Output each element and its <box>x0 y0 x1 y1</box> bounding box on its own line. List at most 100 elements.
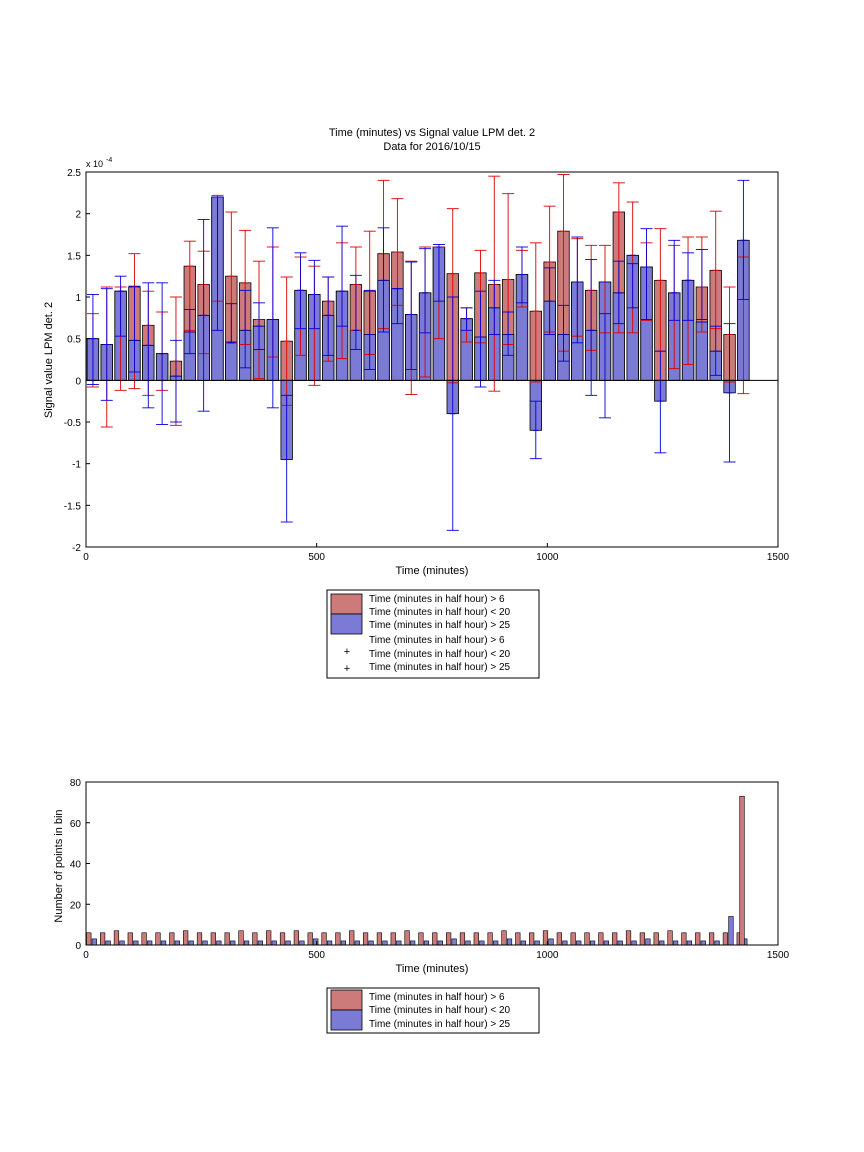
count-bar-red <box>487 932 493 946</box>
bar-series-blue <box>225 342 238 381</box>
count-bar-red <box>612 932 618 946</box>
count-bar-red <box>584 932 590 946</box>
count-bar-red <box>708 932 715 946</box>
y-tick-label: 0 <box>75 376 81 387</box>
bottom-y-axis-label: Number of points in bin <box>53 809 65 922</box>
count-bar-blue <box>423 940 430 946</box>
count-bar-red <box>681 932 687 946</box>
count-bar-blue <box>105 940 111 946</box>
count-bar-blue <box>285 940 291 946</box>
legend-entry-text: Time (minutes in half hour) < 20 <box>369 649 511 660</box>
y-tick-label: -0.5 <box>64 418 82 429</box>
legend-entry-text: Time (minutes in half hour) > 6 <box>369 594 505 605</box>
count-bar-red <box>376 932 383 946</box>
count-bar-blue <box>354 940 360 946</box>
count-bar-red <box>695 932 701 946</box>
count-bar-red <box>335 932 341 946</box>
count-bar-blue <box>645 938 651 946</box>
count-bar-red <box>113 930 120 946</box>
count-bar-red <box>238 930 244 946</box>
count-bar-blue <box>548 938 554 946</box>
y-tick-label: 2 <box>75 210 81 221</box>
count-bar-blue <box>368 940 374 946</box>
y-tick-label: -1.5 <box>64 501 82 512</box>
count-bar-red <box>625 930 632 946</box>
count-bar-red <box>100 932 106 946</box>
count-bar-blue <box>562 940 568 946</box>
count-bar-blue <box>160 940 167 946</box>
count-bar-red <box>432 932 438 946</box>
svg-text:x 10: x 10 <box>86 159 103 169</box>
count-bar-blue <box>119 940 125 946</box>
top-x-axis-label: Time (minutes) <box>396 565 469 577</box>
x-tick-label: 0 <box>83 950 89 961</box>
count-bar-red <box>404 930 410 946</box>
count-bar-blue <box>451 938 457 946</box>
count-bar-red <box>515 932 521 946</box>
points-per-bin-chart: 0 500 1000 1500 0 20 40 60 80 Time (minutes) Num… <box>53 778 790 975</box>
count-bar-blue <box>299 940 305 946</box>
count-bar-blue <box>133 940 139 946</box>
count-bar-blue <box>174 940 180 946</box>
x-tick-label: 500 <box>308 950 325 961</box>
count-bar-red <box>570 932 576 946</box>
count-bar-blue <box>202 940 208 946</box>
count-bar-red <box>390 932 396 946</box>
count-bar-blue <box>410 940 416 946</box>
count-bar-blue <box>479 940 485 946</box>
legend-entry-text: Time (minutes in half hour) > 6 <box>369 992 505 1003</box>
count-bar-red <box>307 932 313 946</box>
count-bar-red <box>141 932 147 946</box>
y-tick-label: 1 <box>75 293 81 304</box>
count-bar-red <box>224 932 230 946</box>
count-bar-red <box>529 932 535 946</box>
legend-swatch-blue <box>330 613 363 635</box>
legend-entry-text: Time (minutes in half hour) < 20 <box>369 1005 511 1016</box>
count-bar-blue <box>603 940 609 946</box>
count-bar-red <box>556 932 562 946</box>
top-plot-area: 0 500 1000 1500 -2 -1.5 -1 -0.5 0 0.5 1 1.5 2 2.5 <box>64 168 790 563</box>
count-bar-red <box>418 932 424 946</box>
legend-marker-red: + <box>344 646 350 658</box>
legend-items: Time (minutes in half hour) > 6 Time (min… <box>330 593 511 675</box>
x-tick-label: 0 <box>83 552 89 563</box>
count-bar-red <box>446 932 452 946</box>
y-tick-label: 40 <box>70 860 82 871</box>
x-tick-label: 1500 <box>767 950 790 961</box>
y-tick-label: -1 <box>72 460 81 471</box>
top-y-axis-label: Signal value LPM det. 2 <box>43 302 55 418</box>
count-bar-blue <box>437 940 443 946</box>
y-tick-label: 60 <box>70 819 82 830</box>
count-bar-red <box>362 932 369 946</box>
y-tick-label: 0.5 <box>67 335 81 346</box>
legend-entry-text: Time (minutes in half hour) > 25 <box>369 662 511 673</box>
chart-subtitle: Data for 2016/10/15 <box>383 141 480 153</box>
count-bar-blue <box>534 940 540 946</box>
signal-bar-chart: 0 500 1000 1500 -2 -1.5 -1 -0.5 0 0.5 1 1.5 2 2.5 Tim… <box>43 157 790 577</box>
count-bar-blue <box>659 940 665 946</box>
count-bar-blue <box>147 940 153 946</box>
x-tick-label: 1000 <box>536 950 559 961</box>
y-tick-label: 2.5 <box>67 168 81 179</box>
count-bar-red <box>169 932 175 946</box>
count-bar-blue <box>465 940 471 946</box>
plot-frame <box>85 171 779 548</box>
count-bar-red <box>210 932 216 946</box>
plot-frame <box>85 781 779 946</box>
count-bar-red <box>321 932 327 946</box>
count-bar-blue <box>520 940 526 946</box>
bottom-legend: Time (minutes in half hour) > 6 Time (min… <box>326 987 540 1034</box>
count-bar-blue <box>382 940 388 946</box>
count-bar-blue <box>230 940 236 946</box>
legend-entry-text: Time (minutes in half hour) < 20 <box>369 607 511 618</box>
count-bar-red <box>266 930 272 946</box>
count-bar-red <box>183 930 189 946</box>
x-tick-label: 500 <box>308 552 325 563</box>
y-exponent-label: x 10 -4 <box>86 157 112 169</box>
count-bar-blue <box>672 940 679 946</box>
y-tick-label: 0 <box>75 941 81 952</box>
x-tick-label: 1000 <box>536 552 559 563</box>
bottom-x-axis-label: Time (minutes) <box>396 963 469 975</box>
count-bar-blue <box>396 940 402 946</box>
